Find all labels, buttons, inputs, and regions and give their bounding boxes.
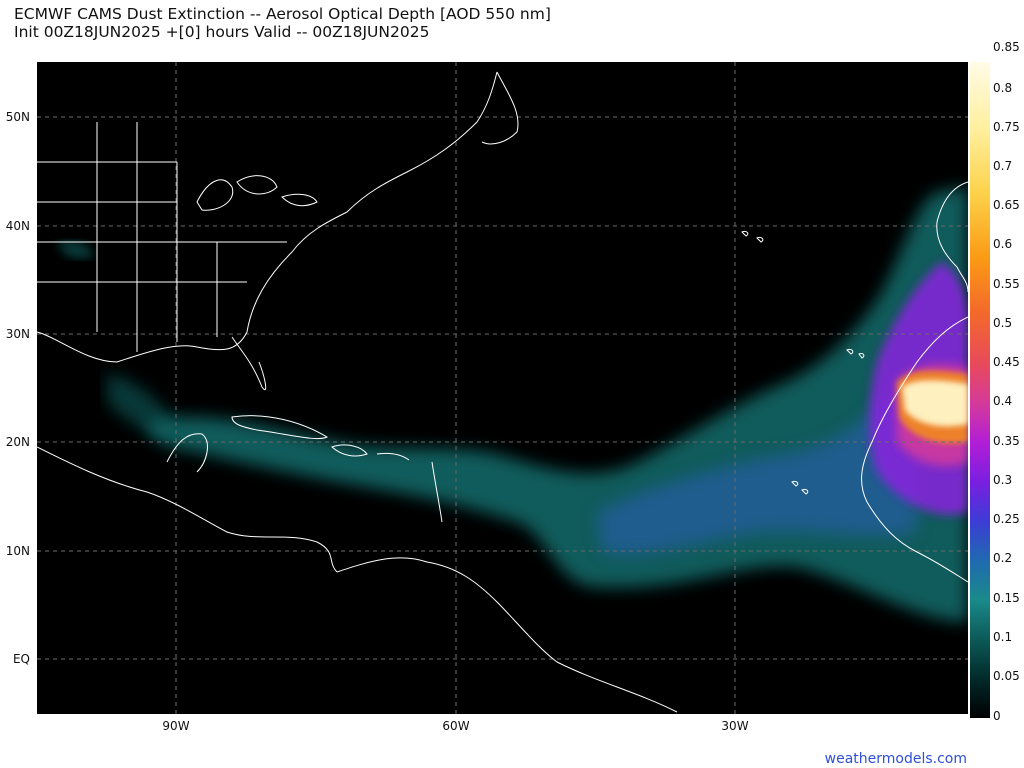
aod-colorbar — [970, 62, 990, 718]
colorbar-tick: 0.35 — [993, 434, 1020, 448]
colorbar-tick: 0.65 — [993, 198, 1020, 212]
dust-plume-atlantic — [147, 187, 968, 622]
dust-plume-gulf — [57, 240, 93, 259]
dust-plume-west — [107, 372, 177, 435]
brand-link[interactable]: weathermodels.com — [824, 751, 967, 767]
colorbar-tick: 0.2 — [993, 551, 1013, 565]
lat-label-20n: 20N — [5, 435, 30, 449]
lat-label-50n: 50N — [5, 110, 30, 124]
dust-plume — [57, 187, 968, 622]
colorbar-tick: 0.7 — [993, 159, 1013, 173]
colorbar-tick: 0.4 — [993, 394, 1013, 408]
dust-core-blue — [597, 392, 917, 555]
colorbar-tick: 0.55 — [993, 277, 1020, 291]
colorbar-tick: 0.85 — [993, 40, 1020, 54]
lon-label-90w: 90W — [162, 719, 190, 733]
colorbar-tick: 0 — [993, 709, 1001, 723]
colorbar-tick: 0.3 — [993, 473, 1013, 487]
lat-label-10n: 10N — [5, 544, 30, 558]
colorbar-tick: 0.1 — [993, 630, 1013, 644]
colorbar-tick: 0.8 — [993, 81, 1013, 95]
map-subtitle: Init 00Z18JUN2025 +[0] hours Valid -- 00… — [14, 23, 430, 41]
colorbar-tick: 0.05 — [993, 669, 1020, 683]
dust-core-max — [902, 380, 968, 427]
lat-label-30n: 30N — [5, 327, 30, 341]
map-title: ECMWF CAMS Dust Extinction -- Aerosol Op… — [14, 5, 551, 23]
colorbar-tick: 0.75 — [993, 120, 1020, 134]
lon-label-60w: 60W — [442, 719, 470, 733]
coastlines — [37, 71, 968, 713]
lat-label-40n: 40N — [5, 219, 30, 233]
colorbar-tick: 0.25 — [993, 512, 1020, 526]
colorbar-tick: 0.5 — [993, 316, 1013, 330]
colorbar-tick: 0.6 — [993, 237, 1013, 251]
colorbar-tick: 0.15 — [993, 591, 1020, 605]
lat-label-eq: EQ — [12, 652, 30, 666]
colorbar-tick: 0.45 — [993, 355, 1020, 369]
lon-label-30w: 30W — [721, 719, 749, 733]
grid-lines — [37, 62, 968, 714]
dust-aod-map — [37, 62, 968, 714]
